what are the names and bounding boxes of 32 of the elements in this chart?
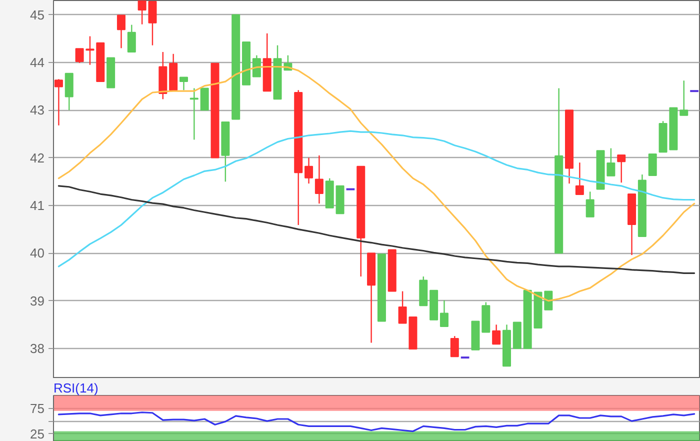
line-series <box>58 412 696 432</box>
chart-title: RSI(14) <box>54 380 98 396</box>
y-tick-label: 41 <box>30 198 45 213</box>
candlestick <box>190 88 198 140</box>
y-tick-label: 45 <box>30 7 45 22</box>
y-tick-label: 43 <box>30 102 45 118</box>
candlestick <box>127 24 136 53</box>
line-series <box>58 130 696 268</box>
candlestick <box>179 76 188 91</box>
candlestick <box>304 157 314 184</box>
y-tick-label: 42 <box>30 150 45 166</box>
line-series <box>58 185 696 274</box>
candlestick <box>314 154 324 204</box>
candlestick <box>252 54 261 78</box>
candlestick <box>617 154 626 184</box>
candlestick <box>450 335 459 358</box>
candlestick <box>440 300 448 328</box>
candlestick <box>492 324 501 345</box>
candlestick <box>116 14 126 49</box>
y-tick-label: 39 <box>30 293 45 308</box>
candlestick <box>575 162 584 196</box>
candlestick <box>200 88 209 111</box>
y-tick-label: 25 <box>30 426 45 441</box>
y-tick-label: 38 <box>30 340 45 356</box>
candlestick <box>586 191 594 218</box>
y-tick-label: 75 <box>30 400 45 416</box>
y-tick-label: 44 <box>30 54 45 70</box>
candlestick <box>648 153 657 176</box>
y-tick-label: 40 <box>30 246 45 261</box>
candlestick <box>64 72 74 111</box>
candlestick <box>54 78 63 126</box>
candlestick <box>680 80 688 116</box>
